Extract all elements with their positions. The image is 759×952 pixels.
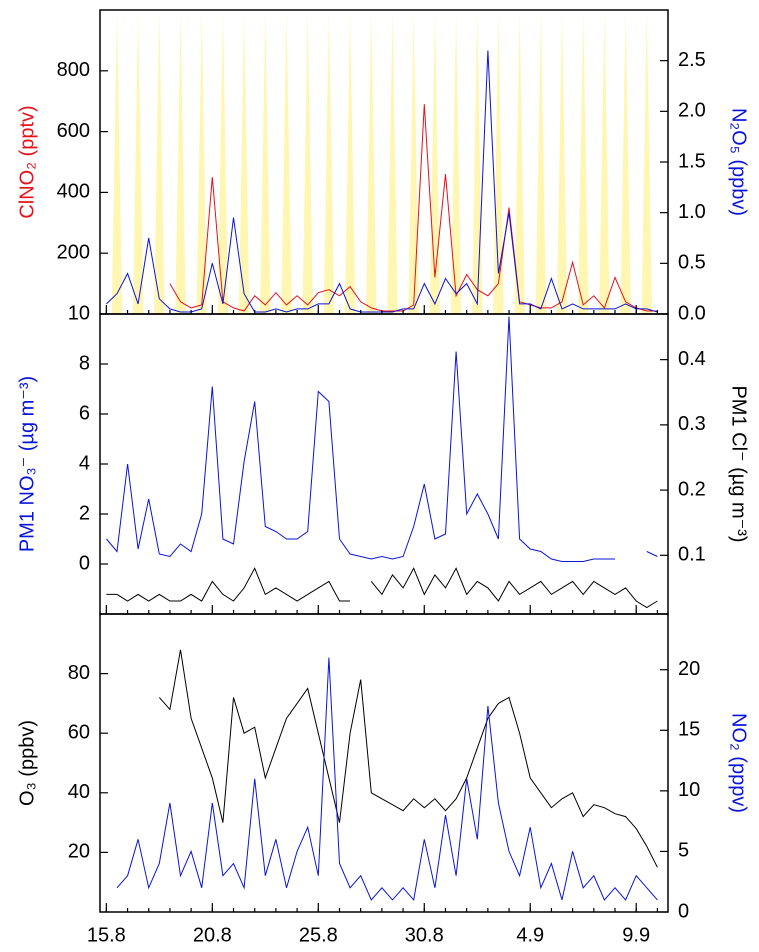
y-axis-title: PM1 NO₃⁻ (µg m⁻³) bbox=[16, 376, 38, 552]
x-tick-label: 4.9 bbox=[516, 924, 544, 946]
daylight-band bbox=[238, 12, 250, 314]
data-line bbox=[169, 104, 658, 312]
daylight-band bbox=[493, 12, 504, 314]
daylight-band bbox=[344, 12, 356, 314]
y2-tick-label: 0.0 bbox=[678, 302, 706, 324]
daylight-band bbox=[577, 12, 589, 314]
daylight-band bbox=[599, 12, 610, 314]
y-tick-label: 2 bbox=[79, 502, 90, 524]
y-tick-label: 40 bbox=[68, 781, 90, 803]
x-tick-label: 15.8 bbox=[87, 924, 126, 946]
y2-axis-title: NO₂ (pppv) bbox=[728, 713, 750, 813]
y-tick-label: 10 bbox=[68, 302, 90, 324]
y-tick-label: 80 bbox=[68, 662, 90, 684]
daylight-band bbox=[302, 12, 313, 314]
y2-tick-label: 0.2 bbox=[678, 478, 706, 500]
y-axis-title: O₃ (ppbv) bbox=[16, 720, 38, 806]
daylight-band bbox=[408, 12, 419, 314]
x-tick-label: 25.8 bbox=[299, 924, 338, 946]
daylight-band bbox=[217, 12, 229, 314]
daylight-band bbox=[196, 12, 208, 314]
y-tick-label: 20 bbox=[68, 841, 90, 863]
daylight-band bbox=[387, 12, 398, 314]
y-tick-label: 600 bbox=[57, 120, 90, 142]
daylight-band bbox=[132, 12, 144, 314]
y2-tick-label: 2.5 bbox=[678, 49, 706, 71]
y2-axis-title: PM1 Cl⁻ (µg m⁻³) bbox=[728, 385, 750, 542]
daylight-band bbox=[365, 12, 377, 314]
y2-tick-label: 0.3 bbox=[678, 413, 706, 435]
y-tick-label: 4 bbox=[79, 452, 90, 474]
data-line bbox=[158, 649, 658, 868]
y-tick-label: 60 bbox=[68, 721, 90, 743]
daylight-band bbox=[154, 12, 165, 314]
x-tick-label: 9.9 bbox=[622, 924, 650, 946]
daylight-band bbox=[450, 12, 462, 314]
daylight-band bbox=[281, 12, 292, 314]
y-axis-title: ClNO₂ (pptv) bbox=[16, 105, 38, 218]
daylight-band bbox=[514, 12, 525, 314]
daylight-band bbox=[471, 12, 483, 314]
y2-tick-label: 0.1 bbox=[678, 544, 706, 566]
y2-tick-label: 2.0 bbox=[678, 100, 706, 122]
y2-axis-title: N₂O₅ (ppbv) bbox=[728, 108, 750, 216]
y2-tick-label: 0.4 bbox=[678, 348, 706, 370]
y-tick-label: 6 bbox=[79, 402, 90, 424]
daylight-band bbox=[323, 12, 335, 314]
y2-tick-label: 10 bbox=[678, 779, 700, 801]
data-line bbox=[116, 657, 658, 902]
x-tick-label: 20.8 bbox=[193, 924, 232, 946]
y-tick-label: 400 bbox=[57, 181, 90, 203]
daylight-band bbox=[175, 12, 186, 314]
y2-tick-label: 1.5 bbox=[678, 150, 706, 172]
y2-tick-label: 1.0 bbox=[678, 201, 706, 223]
daylight-band bbox=[429, 12, 441, 314]
y2-tick-label: 15 bbox=[678, 719, 700, 741]
y-tick-label: 800 bbox=[57, 59, 90, 81]
daylight-band bbox=[535, 12, 547, 314]
y-tick-label: 8 bbox=[79, 352, 90, 374]
y-tick-label: 0 bbox=[79, 552, 90, 574]
y2-tick-label: 20 bbox=[678, 658, 700, 680]
daylight-band bbox=[641, 12, 653, 314]
y2-tick-label: 5 bbox=[678, 840, 689, 862]
data-line bbox=[106, 316, 658, 562]
y2-tick-label: 0 bbox=[678, 900, 689, 922]
panel-frame bbox=[99, 613, 669, 913]
panel-frame bbox=[99, 313, 669, 615]
daylight-band bbox=[111, 12, 123, 314]
daylight-band bbox=[556, 12, 568, 314]
daylight-band bbox=[620, 12, 631, 314]
data-line bbox=[106, 567, 658, 609]
daylight-band bbox=[260, 12, 271, 314]
x-tick-label: 30.8 bbox=[405, 924, 444, 946]
y-tick-label: 200 bbox=[57, 241, 90, 263]
y2-tick-label: 0.5 bbox=[678, 252, 706, 274]
